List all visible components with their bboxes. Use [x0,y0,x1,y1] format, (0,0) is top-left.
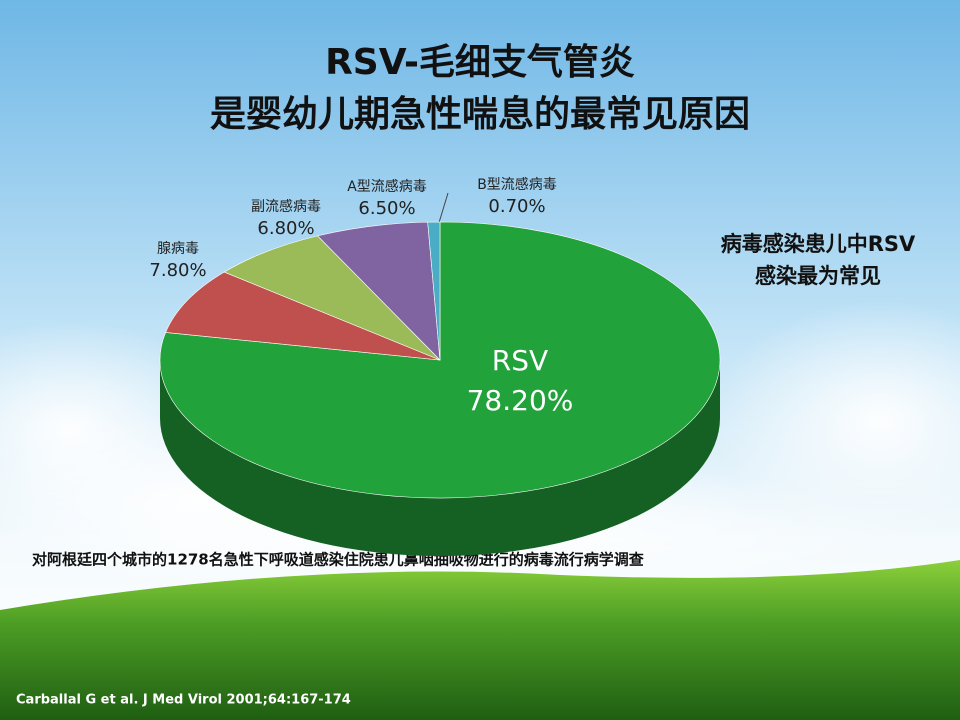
pie-slice [317,221,441,361]
grass [0,560,960,720]
slice-label: 副流感病毒 [251,198,321,215]
pie-slice [223,235,441,361]
footnote: 对阿根廷四个城市的1278名急性下呼吸道感染住院患儿鼻咽抽吸物进行的病毒流行病学… [32,551,645,569]
source: Carballal G et al. J Med Virol 2001;64:1… [16,693,351,708]
value-label: 78.20% [467,384,574,417]
annotation: 感染最为常见 [755,264,881,288]
pie-slice [165,271,441,361]
slice-label: A型流感病毒 [347,178,427,195]
leader-line [437,192,449,227]
pie-side [160,360,720,556]
annotation: 病毒感染患儿中RSV [721,232,916,256]
pie-slice [159,221,721,499]
slice-label: RSV [492,344,548,377]
value-label: 0.70% [488,196,545,217]
value-label: 6.80% [257,218,314,239]
chart-subtitle: 是婴幼儿期急性喘息的最常见原因 [210,94,750,135]
chart-title: RSV-毛细支气管炎 [325,42,635,83]
slice-label: 腺病毒 [157,241,199,257]
pie [159,221,721,556]
value-label: 7.80% [149,260,206,281]
pie-slice [427,221,441,361]
slice-label: B型流感病毒 [477,176,557,193]
value-label: 6.50% [358,198,415,219]
